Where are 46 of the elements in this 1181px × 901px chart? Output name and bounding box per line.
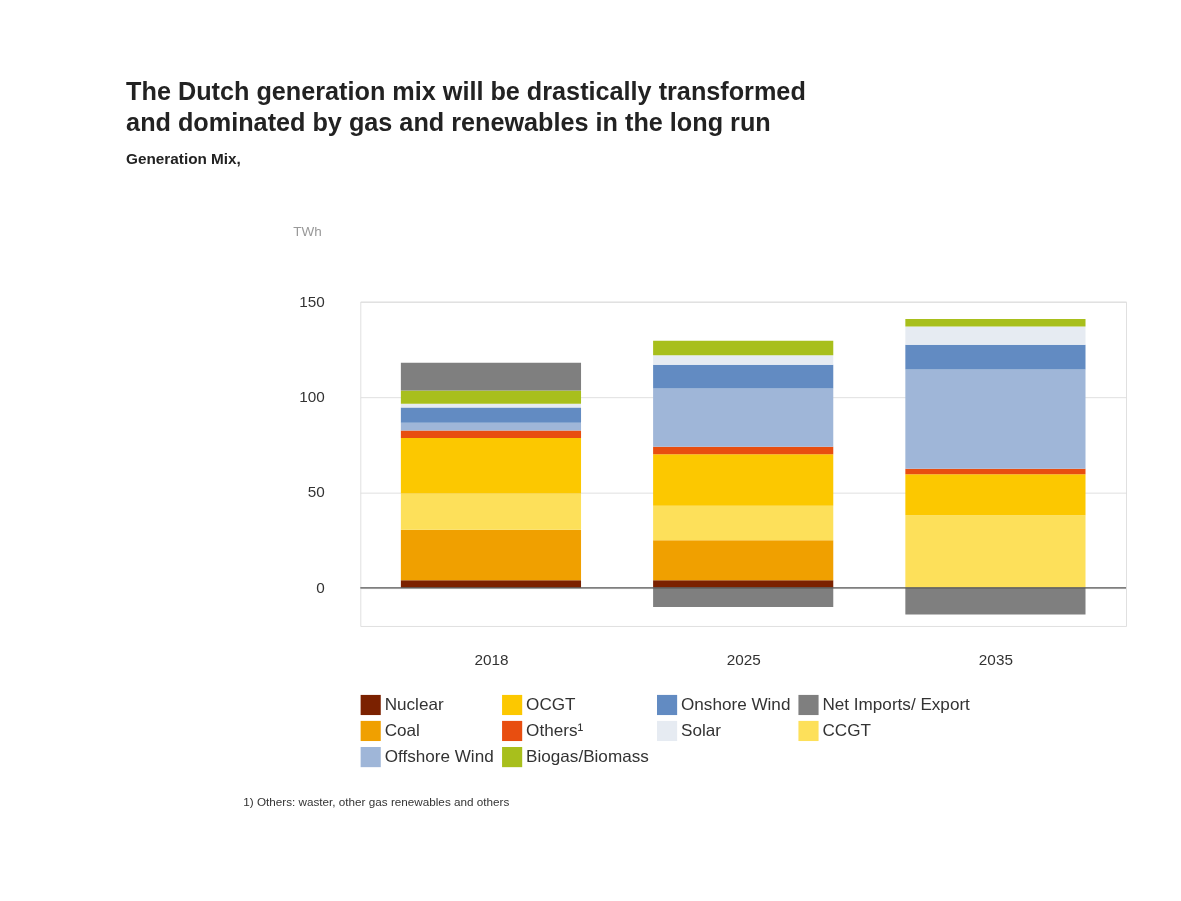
legend-label: CCGT	[822, 721, 872, 741]
bar	[400, 529, 582, 581]
bar	[653, 364, 834, 389]
bar	[653, 388, 834, 447]
x-tick-label: 2018	[474, 651, 509, 669]
bar	[400, 362, 582, 391]
bar	[400, 438, 582, 494]
bar	[905, 326, 1086, 345]
bar	[400, 403, 582, 408]
bar	[400, 390, 582, 404]
y-tick-label: 0	[316, 578, 325, 596]
bar	[905, 587, 1086, 615]
bar	[905, 474, 1086, 516]
y-axis-title: TWh	[293, 224, 322, 240]
y-tick-label: 50	[307, 483, 325, 501]
y-tick-label: 150	[299, 292, 325, 310]
legend-label: OCGT	[526, 695, 577, 715]
bar	[653, 540, 834, 581]
bar	[653, 587, 834, 607]
bar	[653, 446, 834, 455]
bar	[653, 355, 834, 365]
y-tick-label: 100	[299, 388, 325, 406]
bar	[653, 340, 834, 356]
bar	[905, 344, 1086, 370]
text: Generation Mix,	[126, 149, 241, 167]
bar	[905, 369, 1086, 469]
bar	[400, 430, 582, 439]
legend-label: Biogas/Biomass	[526, 747, 649, 767]
text: 1) Others: waster, other gas renewables and others	[243, 795, 510, 809]
legend-label: Offshore Wind	[384, 747, 494, 767]
legend-label: Nuclear	[384, 695, 444, 715]
bar	[653, 454, 834, 506]
bar	[653, 505, 834, 541]
bar	[905, 515, 1086, 588]
legend-label: Net Imports/ Export	[822, 695, 971, 715]
bar	[905, 318, 1086, 327]
chart-title: The Dutch generation mix will be drastically transformed and dominated by gas and renewables in the long run	[126, 76, 806, 136]
legend-label: Solar	[681, 721, 722, 741]
x-tick-label: 2025	[726, 651, 761, 669]
bar	[400, 493, 582, 530]
bar	[400, 407, 582, 423]
x-tick-label: 2035	[978, 651, 1013, 669]
legend-label: Others¹	[526, 721, 584, 741]
legend-label: Coal	[384, 721, 420, 741]
bar	[400, 422, 582, 431]
legend-label: Onshore Wind	[681, 695, 791, 715]
